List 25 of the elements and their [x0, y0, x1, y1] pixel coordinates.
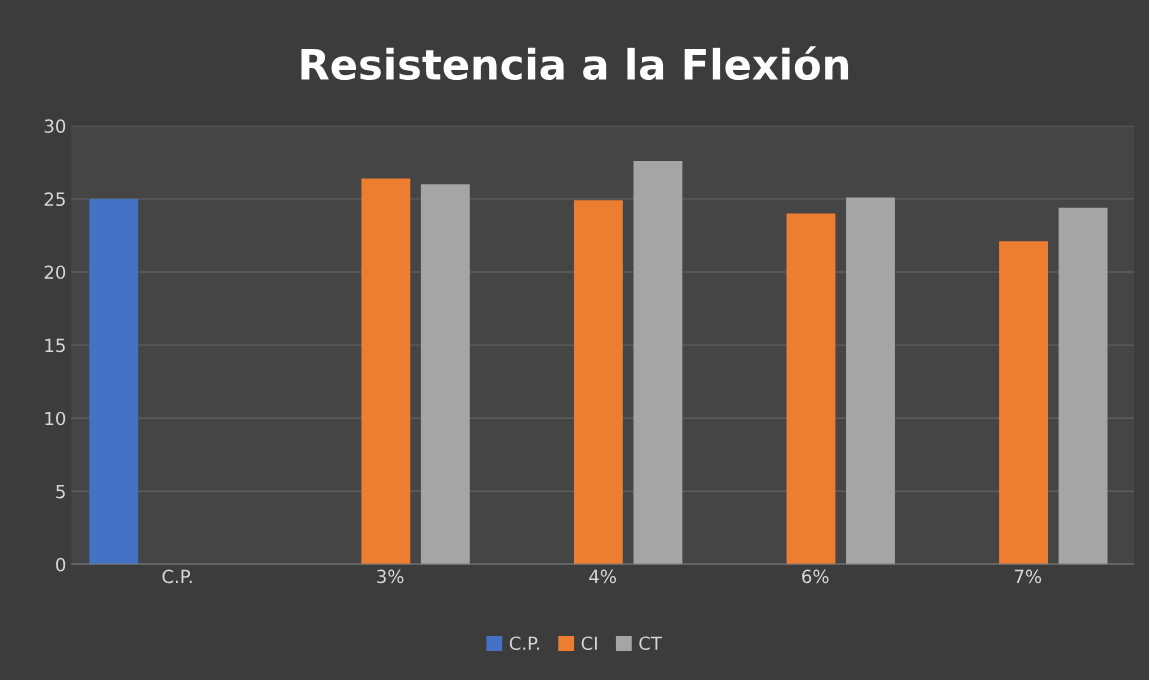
bar: [573, 200, 623, 565]
x-tick-label: 3%: [377, 569, 404, 584]
y-tick-label: 25: [44, 192, 65, 207]
x-tick-label: 4%: [589, 569, 616, 584]
x-tick-label: 7%: [1014, 569, 1042, 584]
y-tick-label: 5: [56, 485, 65, 499]
chart-title: Resistencia a la Flexión: [301, 46, 849, 81]
y-tick-label: 15: [45, 338, 65, 353]
bar: [89, 198, 139, 565]
y-tick-label: 30: [44, 119, 66, 133]
legend-label: CT: [639, 636, 662, 651]
bar: [633, 160, 683, 565]
legend-label: CI: [581, 636, 597, 651]
bar: [420, 184, 470, 565]
y-tick-label: 10: [45, 411, 66, 426]
x-tick-label: C.P.: [162, 569, 192, 584]
bar: [361, 178, 411, 565]
y-tick-label: 0: [56, 557, 66, 572]
bar: [1058, 207, 1108, 565]
legend-label: C.P.: [509, 636, 539, 651]
y-tick-label: 20: [44, 265, 66, 280]
x-tick-label: 6%: [802, 569, 829, 584]
bar: [999, 241, 1048, 565]
bar: [786, 213, 836, 565]
bar: [846, 197, 895, 565]
